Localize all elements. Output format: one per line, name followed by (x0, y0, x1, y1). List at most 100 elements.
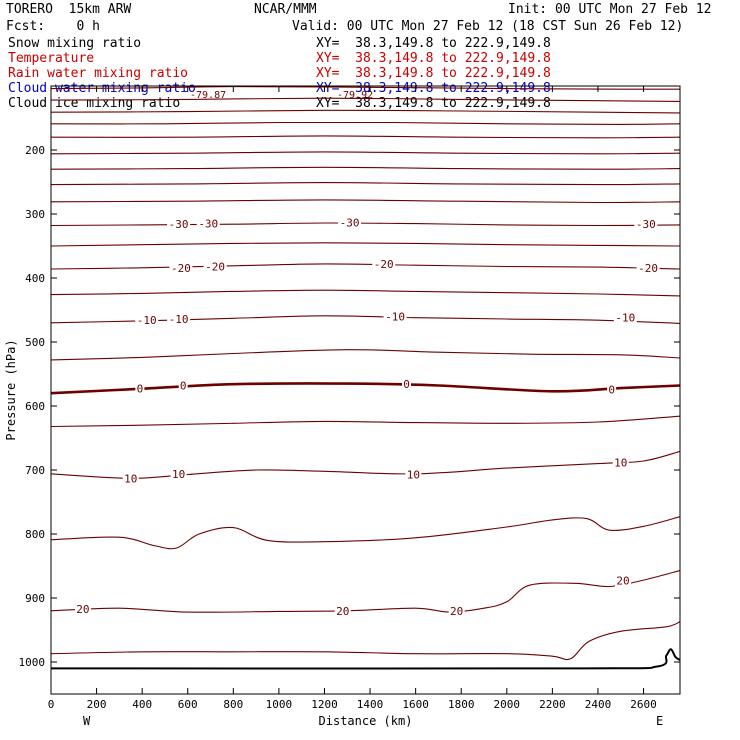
contour-label: -30 (198, 218, 218, 231)
contour-label: -30 (169, 218, 189, 231)
temperature-contour (51, 151, 680, 155)
x-tick-label: 200 (87, 698, 107, 711)
temperature-contour (51, 382, 680, 395)
overlap-label: -79.92 (337, 90, 373, 101)
contour-label-bg (170, 467, 187, 480)
contour-label: -10 (385, 310, 405, 323)
temperature-contour (51, 450, 680, 479)
x-tick-label: 1800 (448, 698, 475, 711)
temperature-contour (51, 97, 680, 102)
temperature-contour (51, 289, 680, 297)
contour-label: 10 (124, 472, 137, 485)
y-tick-label: 400 (25, 272, 45, 285)
temperature-contour (51, 349, 680, 361)
x-axis-title: Distance (km) (319, 714, 413, 728)
contour-label-bg (615, 574, 632, 587)
temperature-contour (51, 222, 680, 227)
contour-label-bg (383, 310, 407, 323)
contour-label-bg (203, 260, 227, 273)
contour-label-bg (338, 216, 362, 229)
terrain-line (50, 648, 681, 670)
x-left-label: W (83, 714, 91, 728)
y-tick-label: 900 (25, 592, 45, 605)
x-tick-label: 800 (223, 698, 243, 711)
contour-label-bg (167, 218, 191, 231)
plot-frame (50, 85, 681, 695)
contour-label: -10 (169, 313, 189, 326)
contour-label-bg (167, 312, 191, 325)
contour-label-bg (135, 314, 159, 327)
contour-label-bg (607, 383, 617, 396)
contour-label-bg (334, 604, 351, 617)
temperature-contour (51, 182, 680, 186)
x-tick-label: 2600 (630, 698, 657, 711)
temperature-contour (51, 263, 680, 270)
y-tick-label: 1000 (19, 656, 46, 669)
y-tick-label: 600 (25, 400, 45, 413)
contour-label: 10 (407, 468, 420, 481)
x-tick-label: 2400 (585, 698, 612, 711)
title: TORERO 15km ARW (6, 2, 132, 17)
contour-label: 20 (616, 575, 629, 588)
legend-xy: XY= 38.3,149.8 to 222.9,149.8 (316, 36, 551, 51)
x-tick-label: 2200 (539, 698, 566, 711)
contour-label: -20 (374, 258, 394, 271)
contour-label: 20 (336, 605, 349, 618)
contour-label-bg (122, 472, 139, 485)
temperature-contour (51, 109, 680, 114)
y-tick-label: 200 (25, 144, 45, 157)
contour-label: -10 (615, 312, 635, 325)
contour-label-bg (636, 261, 660, 274)
contour-label-bg (612, 456, 629, 469)
temperature-contour (51, 415, 680, 428)
contour-label: -20 (205, 260, 225, 273)
temperature-contour (51, 135, 680, 139)
contour-label: 20 (450, 605, 463, 618)
temperature-contour (51, 199, 680, 204)
contour-label: 0 (608, 383, 615, 396)
x-right-label: E (656, 714, 663, 728)
x-tick-label: 0 (48, 698, 55, 711)
contour-label-bg (169, 261, 193, 274)
legend-xy: XY= 38.3,149.8 to 222.9,149.8 (316, 51, 551, 66)
contour-label: 10 (614, 456, 627, 469)
contour-label: 10 (172, 468, 185, 481)
contour-label-bg (196, 217, 220, 230)
contour-label: -20 (171, 262, 191, 275)
contour-label-bg (634, 218, 658, 231)
y-tick-label: 300 (25, 208, 45, 221)
init-time: Init: 00 UTC Mon 27 Feb 12 (508, 2, 712, 17)
contour-label-bg (178, 379, 188, 392)
x-tick-label: 1000 (266, 698, 293, 711)
contour-label-bg (613, 311, 637, 324)
contour-label-bg (74, 602, 91, 615)
contour-label-bg (135, 382, 145, 395)
x-tick-label: 600 (178, 698, 198, 711)
contour-label: -20 (638, 262, 658, 275)
contour-label: 0 (403, 378, 410, 391)
x-tick-label: 1600 (402, 698, 429, 711)
temperature-contour (51, 166, 680, 170)
contour-label: -30 (636, 218, 656, 231)
y-tick-label: 500 (25, 336, 45, 349)
y-axis-title: Pressure (hPa) (4, 339, 18, 440)
y-tick-label: 700 (25, 464, 45, 477)
contour-label: -30 (340, 216, 360, 229)
x-tick-label: 1200 (311, 698, 338, 711)
temperature-contour (51, 121, 680, 125)
contour-label: 0 (180, 380, 187, 393)
valid-time: Valid: 00 UTC Mon 27 Feb 12 (18 CST Sun … (292, 19, 684, 34)
temperature-contour (51, 242, 680, 247)
contour-label: 20 (76, 603, 89, 616)
legend-label: Snow mixing ratio (8, 36, 142, 51)
contour-label: -10 (137, 314, 157, 327)
contour-label-bg (405, 468, 422, 481)
contour-label: 0 (137, 383, 144, 396)
temperature-contour (51, 569, 680, 613)
contour-label-bg (448, 604, 465, 617)
temperature-contour (51, 86, 680, 90)
temperature-contour (51, 621, 680, 661)
legend-label: Rain water mixing ratio (8, 66, 189, 81)
legend-xy: XY= 38.3,149.8 to 222.9,149.8 (316, 66, 551, 81)
